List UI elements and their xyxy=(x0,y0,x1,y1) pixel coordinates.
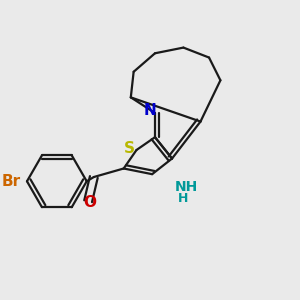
Text: Br: Br xyxy=(2,174,21,189)
Text: NH: NH xyxy=(175,180,198,194)
Text: S: S xyxy=(124,141,135,156)
Text: H: H xyxy=(178,192,189,205)
Text: O: O xyxy=(83,195,96,210)
Text: N: N xyxy=(143,103,156,118)
